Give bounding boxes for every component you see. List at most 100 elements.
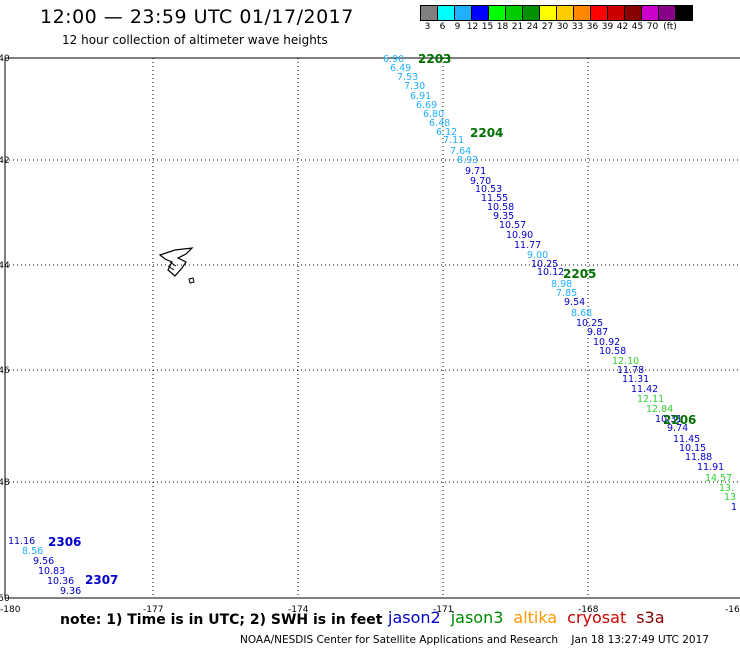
- footer-note: note: 1) Time is in UTC; 2) SWH is in fe…: [60, 612, 383, 628]
- legend-label: 33: [571, 22, 584, 32]
- latitude-tick-label: -46: [0, 366, 10, 376]
- wave-height-observation: 10.83: [38, 566, 65, 577]
- wave-height-observation: 10.58: [487, 202, 514, 213]
- wave-height-observation: 9.35: [493, 211, 514, 222]
- wave-height-observation: 9.87: [587, 327, 608, 338]
- wave-height-observation: 8.93: [457, 155, 478, 166]
- island-coastline: [167, 261, 177, 271]
- legend-label: 70: [646, 22, 659, 32]
- legend-label: 30: [556, 22, 569, 32]
- wave-height-observation: 1: [731, 502, 737, 513]
- wave-height-observation: 6.91: [410, 91, 431, 102]
- wave-height-observation: 10.53: [475, 184, 502, 195]
- wave-height-observation: 11.77: [514, 240, 541, 251]
- longitude-tick-label: -174: [288, 605, 309, 615]
- legend-label: 42: [616, 22, 629, 32]
- longitude-tick-label: -180: [0, 605, 21, 615]
- satellite-key: jason2 jason3 altika cryosat s3a: [388, 608, 675, 627]
- wave-height-legend: 3 6 9 12 15 18 21 24 27 30 33 36 39 42 45 70 (ft): [420, 5, 693, 32]
- longitude-tick-label: -171: [433, 605, 453, 615]
- wave-height-observation: 10.58: [599, 346, 626, 357]
- wave-height-observation: 6.48: [429, 118, 450, 129]
- wave-height-observation: 11.31: [622, 374, 649, 385]
- wave-height-observation: 9.00: [527, 250, 548, 261]
- wave-height-observation: 9.54: [564, 297, 585, 308]
- wave-height-observation: 12.10: [612, 356, 639, 367]
- wave-height-observation: 10.57: [499, 220, 526, 231]
- island-coastline: [158, 247, 194, 277]
- wave-height-observation: 9.70: [470, 176, 491, 187]
- legend-label: 12: [466, 22, 479, 32]
- wave-height-observation: 8.56: [22, 546, 43, 557]
- wave-height-observation: 7.11: [443, 135, 464, 146]
- map-subtitle: 12 hour collection of altimeter wave hei…: [62, 33, 328, 47]
- wave-height-observation: 9.74: [667, 423, 688, 434]
- wave-height-observation: 10.92: [593, 337, 620, 348]
- wave-height-observation: 11.16: [8, 536, 35, 547]
- track-time-label: 2306: [48, 535, 81, 549]
- legend-label: 27: [541, 22, 554, 32]
- wave-height-observation: 10.15: [679, 443, 706, 454]
- legend-label: 45: [631, 22, 644, 32]
- track-time-label: 2206: [663, 413, 696, 427]
- wave-height-observation: 11.55: [481, 193, 508, 204]
- wave-height-observation: 8.98: [551, 279, 572, 290]
- wave-height-observation: 9.36: [60, 586, 81, 597]
- wave-height-observation: 10.25: [576, 318, 603, 329]
- latitude-tick-label: -40: [0, 54, 10, 64]
- legend-label: 21: [511, 22, 524, 32]
- wave-height-observation: 9.71: [465, 166, 486, 177]
- legend-label: 39: [601, 22, 614, 32]
- satellite-jason3: jason3: [450, 608, 504, 627]
- latitude-tick-label: -48: [0, 478, 10, 488]
- wave-height-observation: 10.31: [655, 414, 682, 425]
- latitude-tick-label: -44: [0, 261, 10, 271]
- longitude-tick-label: -177: [143, 605, 163, 615]
- latitude-tick-label: -50: [0, 594, 10, 604]
- wave-height-observation: 11.45: [673, 434, 700, 445]
- wave-height-observation: 11.88: [685, 452, 712, 463]
- legend-label: 15: [481, 22, 494, 32]
- legend-label: 6: [439, 22, 446, 32]
- wave-height-observation: 13.: [719, 483, 734, 494]
- wave-height-observation: 10.25: [531, 259, 558, 270]
- longitude-tick-label: -165: [725, 605, 740, 615]
- satellite-jason2: jason2: [388, 608, 441, 627]
- legend-label: 36: [586, 22, 599, 32]
- satellite-altika: altika: [513, 608, 558, 627]
- wave-height-observation: 11.91: [697, 462, 724, 473]
- map-title: 12:00 — 23:59 UTC 01/17/2017: [40, 6, 354, 28]
- legend-label: 24: [526, 22, 539, 32]
- track-time-label: 2205: [563, 267, 596, 281]
- latitude-tick-label: -42: [0, 156, 10, 166]
- wave-height-observation: 11.42: [631, 384, 658, 395]
- wave-height-observation: 10.36: [47, 576, 74, 587]
- wave-height-observation: 12.84: [646, 404, 673, 415]
- wave-height-observation: 6.90: [383, 54, 404, 65]
- wave-height-observation: 6.12: [436, 127, 457, 138]
- satellite-cryosat: cryosat: [567, 608, 627, 627]
- track-time-label: 2307: [85, 573, 118, 587]
- wave-height-observation: 12.11: [637, 394, 664, 405]
- wave-height-observation: 7.64: [450, 146, 471, 157]
- legend-label: 3: [424, 22, 431, 32]
- wave-height-observation: 9.56: [33, 556, 54, 567]
- wave-height-observation: 13: [724, 492, 736, 503]
- track-time-label: 2204: [470, 126, 503, 140]
- wave-height-observation: 14.57: [705, 473, 732, 484]
- wave-height-observation: 7.85: [556, 288, 577, 299]
- legend-swatch: [675, 5, 693, 21]
- wave-height-observation: 6.69: [416, 100, 437, 111]
- wave-height-observation: 6.80: [423, 109, 444, 120]
- longitude-tick-label: -168: [578, 605, 599, 615]
- wave-height-observation: 10.90: [506, 230, 533, 241]
- legend-labels: 3 6 9 12 15 18 21 24 27 30 33 36 39 42 45 70 (ft): [420, 22, 692, 32]
- wave-height-observation: 6.49: [390, 63, 411, 74]
- islet-coastline: [188, 277, 195, 284]
- track-time-label: 2203: [418, 52, 451, 66]
- satellite-s3a: s3a: [636, 608, 665, 627]
- wave-height-observation: 7.30: [404, 81, 425, 92]
- wave-height-observation: 7.53: [397, 72, 418, 83]
- wave-height-observation: 10.12: [537, 267, 564, 278]
